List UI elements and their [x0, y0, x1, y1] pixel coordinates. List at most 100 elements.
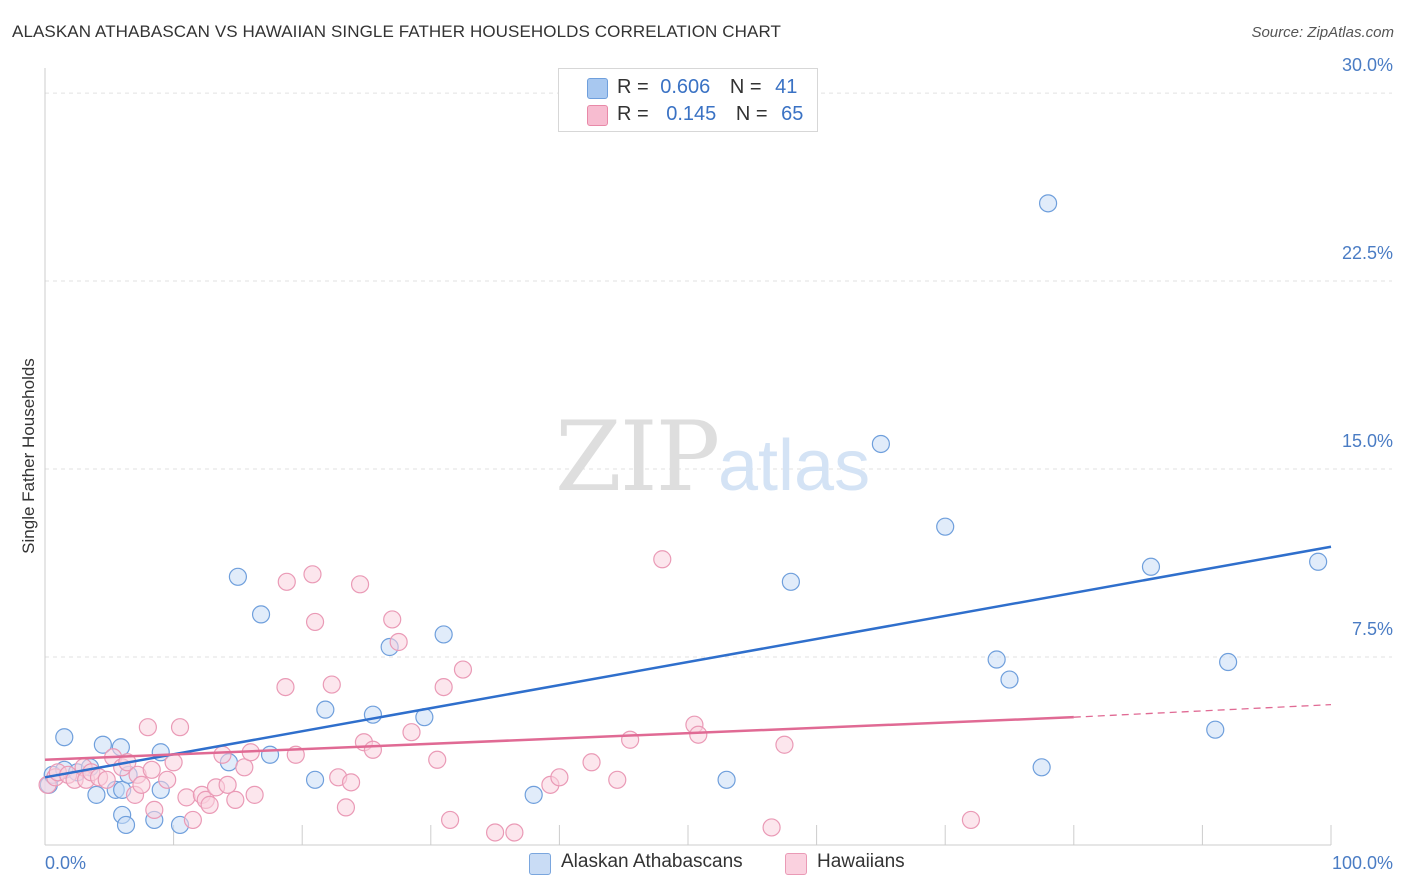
- data-point: [303, 565, 322, 584]
- data-point: [428, 750, 447, 769]
- bottom-legend-label-hawaiian: Hawaiians: [817, 851, 905, 872]
- data-point: [871, 434, 891, 454]
- bottom-legend-label-athabascan: Alaskan Athabascans: [561, 851, 743, 872]
- watermark: ZIP atlas: [555, 401, 870, 513]
- data-point: [93, 735, 112, 754]
- data-point: [1000, 670, 1019, 689]
- data-point: [213, 745, 232, 764]
- legend-r-value: 0.145: [666, 103, 717, 125]
- data-point: [277, 572, 296, 591]
- legend-r-label: R =: [617, 76, 649, 98]
- legend-swatch-hawaiian: [587, 105, 608, 126]
- data-point: [1038, 194, 1058, 213]
- trend-layer: [44, 545, 1332, 779]
- data-point: [1219, 652, 1238, 672]
- data-point: [177, 788, 196, 807]
- series-hawaiian: [38, 550, 981, 842]
- data-point: [138, 718, 157, 737]
- data-point: [350, 575, 370, 594]
- data-point: [434, 677, 453, 697]
- data-point: [1206, 720, 1225, 739]
- data-point: [689, 725, 708, 744]
- data-point: [142, 760, 161, 779]
- legend-n-label: N =: [735, 103, 768, 125]
- data-point: [440, 810, 460, 830]
- data-point: [87, 785, 106, 804]
- axis-layer: [44, 68, 1331, 846]
- y-tick-labels: 7.5% 15.0% 22.5% 30.0%: [1342, 55, 1393, 639]
- source-label: Source: ZipAtlas.com: [1251, 24, 1394, 41]
- bottom-legend-swatch-athabascan: [529, 853, 551, 875]
- data-point: [55, 728, 74, 747]
- x-tick-label: 100.0%: [1332, 853, 1393, 873]
- data-point: [717, 770, 736, 789]
- data-point: [608, 770, 627, 789]
- data-point: [383, 610, 402, 629]
- y-tick-label: 30.0%: [1342, 55, 1393, 75]
- legend-n-value: 65: [781, 103, 804, 125]
- data-point: [276, 677, 295, 697]
- data-point: [987, 650, 1006, 669]
- data-point: [402, 723, 421, 742]
- data-point: [97, 770, 116, 789]
- legend-n-label: N =: [729, 76, 762, 98]
- legend-n-value: 41: [775, 76, 798, 98]
- legend-r-label: R =: [617, 103, 649, 125]
- data-point: [336, 798, 356, 817]
- data-point: [621, 730, 640, 749]
- y-axis-label: Single Father Households: [19, 358, 38, 554]
- stats-legend: R = 0.606 N = 41 R = 0.145 N = 65: [558, 68, 818, 132]
- legend-swatch-athabascan: [587, 78, 608, 99]
- y-tick-label: 15.0%: [1342, 431, 1393, 451]
- data-point: [228, 567, 247, 586]
- data-point: [245, 785, 264, 804]
- data-point: [145, 800, 164, 820]
- data-point: [260, 745, 280, 764]
- data-point: [389, 632, 408, 652]
- data-point: [775, 735, 794, 754]
- data-point: [936, 517, 955, 536]
- legend-r-value: 0.606: [660, 76, 711, 98]
- data-point: [582, 753, 601, 772]
- data-point: [183, 810, 202, 830]
- data-point: [653, 550, 672, 569]
- data-point: [363, 740, 383, 759]
- data-point: [505, 823, 524, 842]
- trend-line-athabascan: [44, 545, 1332, 779]
- data-point: [1141, 557, 1161, 576]
- data-point: [305, 770, 325, 789]
- x-tick-labels: 0.0% 100.0%: [45, 853, 1393, 873]
- data-point: [453, 660, 473, 679]
- data-point: [200, 795, 219, 814]
- data-point: [226, 790, 245, 809]
- data-point: [550, 768, 569, 787]
- data-point: [1032, 758, 1051, 777]
- y-tick-label: 22.5%: [1342, 243, 1393, 263]
- trend-line-hawaiian: [44, 715, 1074, 762]
- data-point: [486, 823, 505, 842]
- data-point: [170, 718, 190, 737]
- data-point: [158, 770, 177, 789]
- watermark-zip: ZIP: [555, 401, 718, 513]
- data-point: [341, 773, 361, 792]
- data-point: [132, 775, 151, 794]
- data-point: [762, 818, 781, 837]
- data-point: [781, 572, 800, 591]
- data-point: [305, 612, 325, 632]
- data-point: [961, 810, 981, 830]
- y-tick-label: 7.5%: [1352, 619, 1393, 639]
- data-point: [316, 700, 335, 719]
- data-point: [218, 775, 237, 794]
- data-point: [434, 625, 453, 644]
- data-point: [235, 758, 254, 777]
- series-athabascan: [39, 194, 1328, 835]
- data-point: [1309, 552, 1328, 571]
- data-point: [116, 815, 136, 835]
- bottom-legend-swatch-hawaiian: [785, 853, 807, 875]
- data-point: [251, 605, 271, 624]
- data-point: [322, 675, 341, 694]
- data-point: [524, 785, 543, 804]
- trend-line-extension: [1073, 703, 1332, 718]
- chart-title: ALASKAN ATHABASCAN VS HAWAIIAN SINGLE FA…: [12, 22, 781, 41]
